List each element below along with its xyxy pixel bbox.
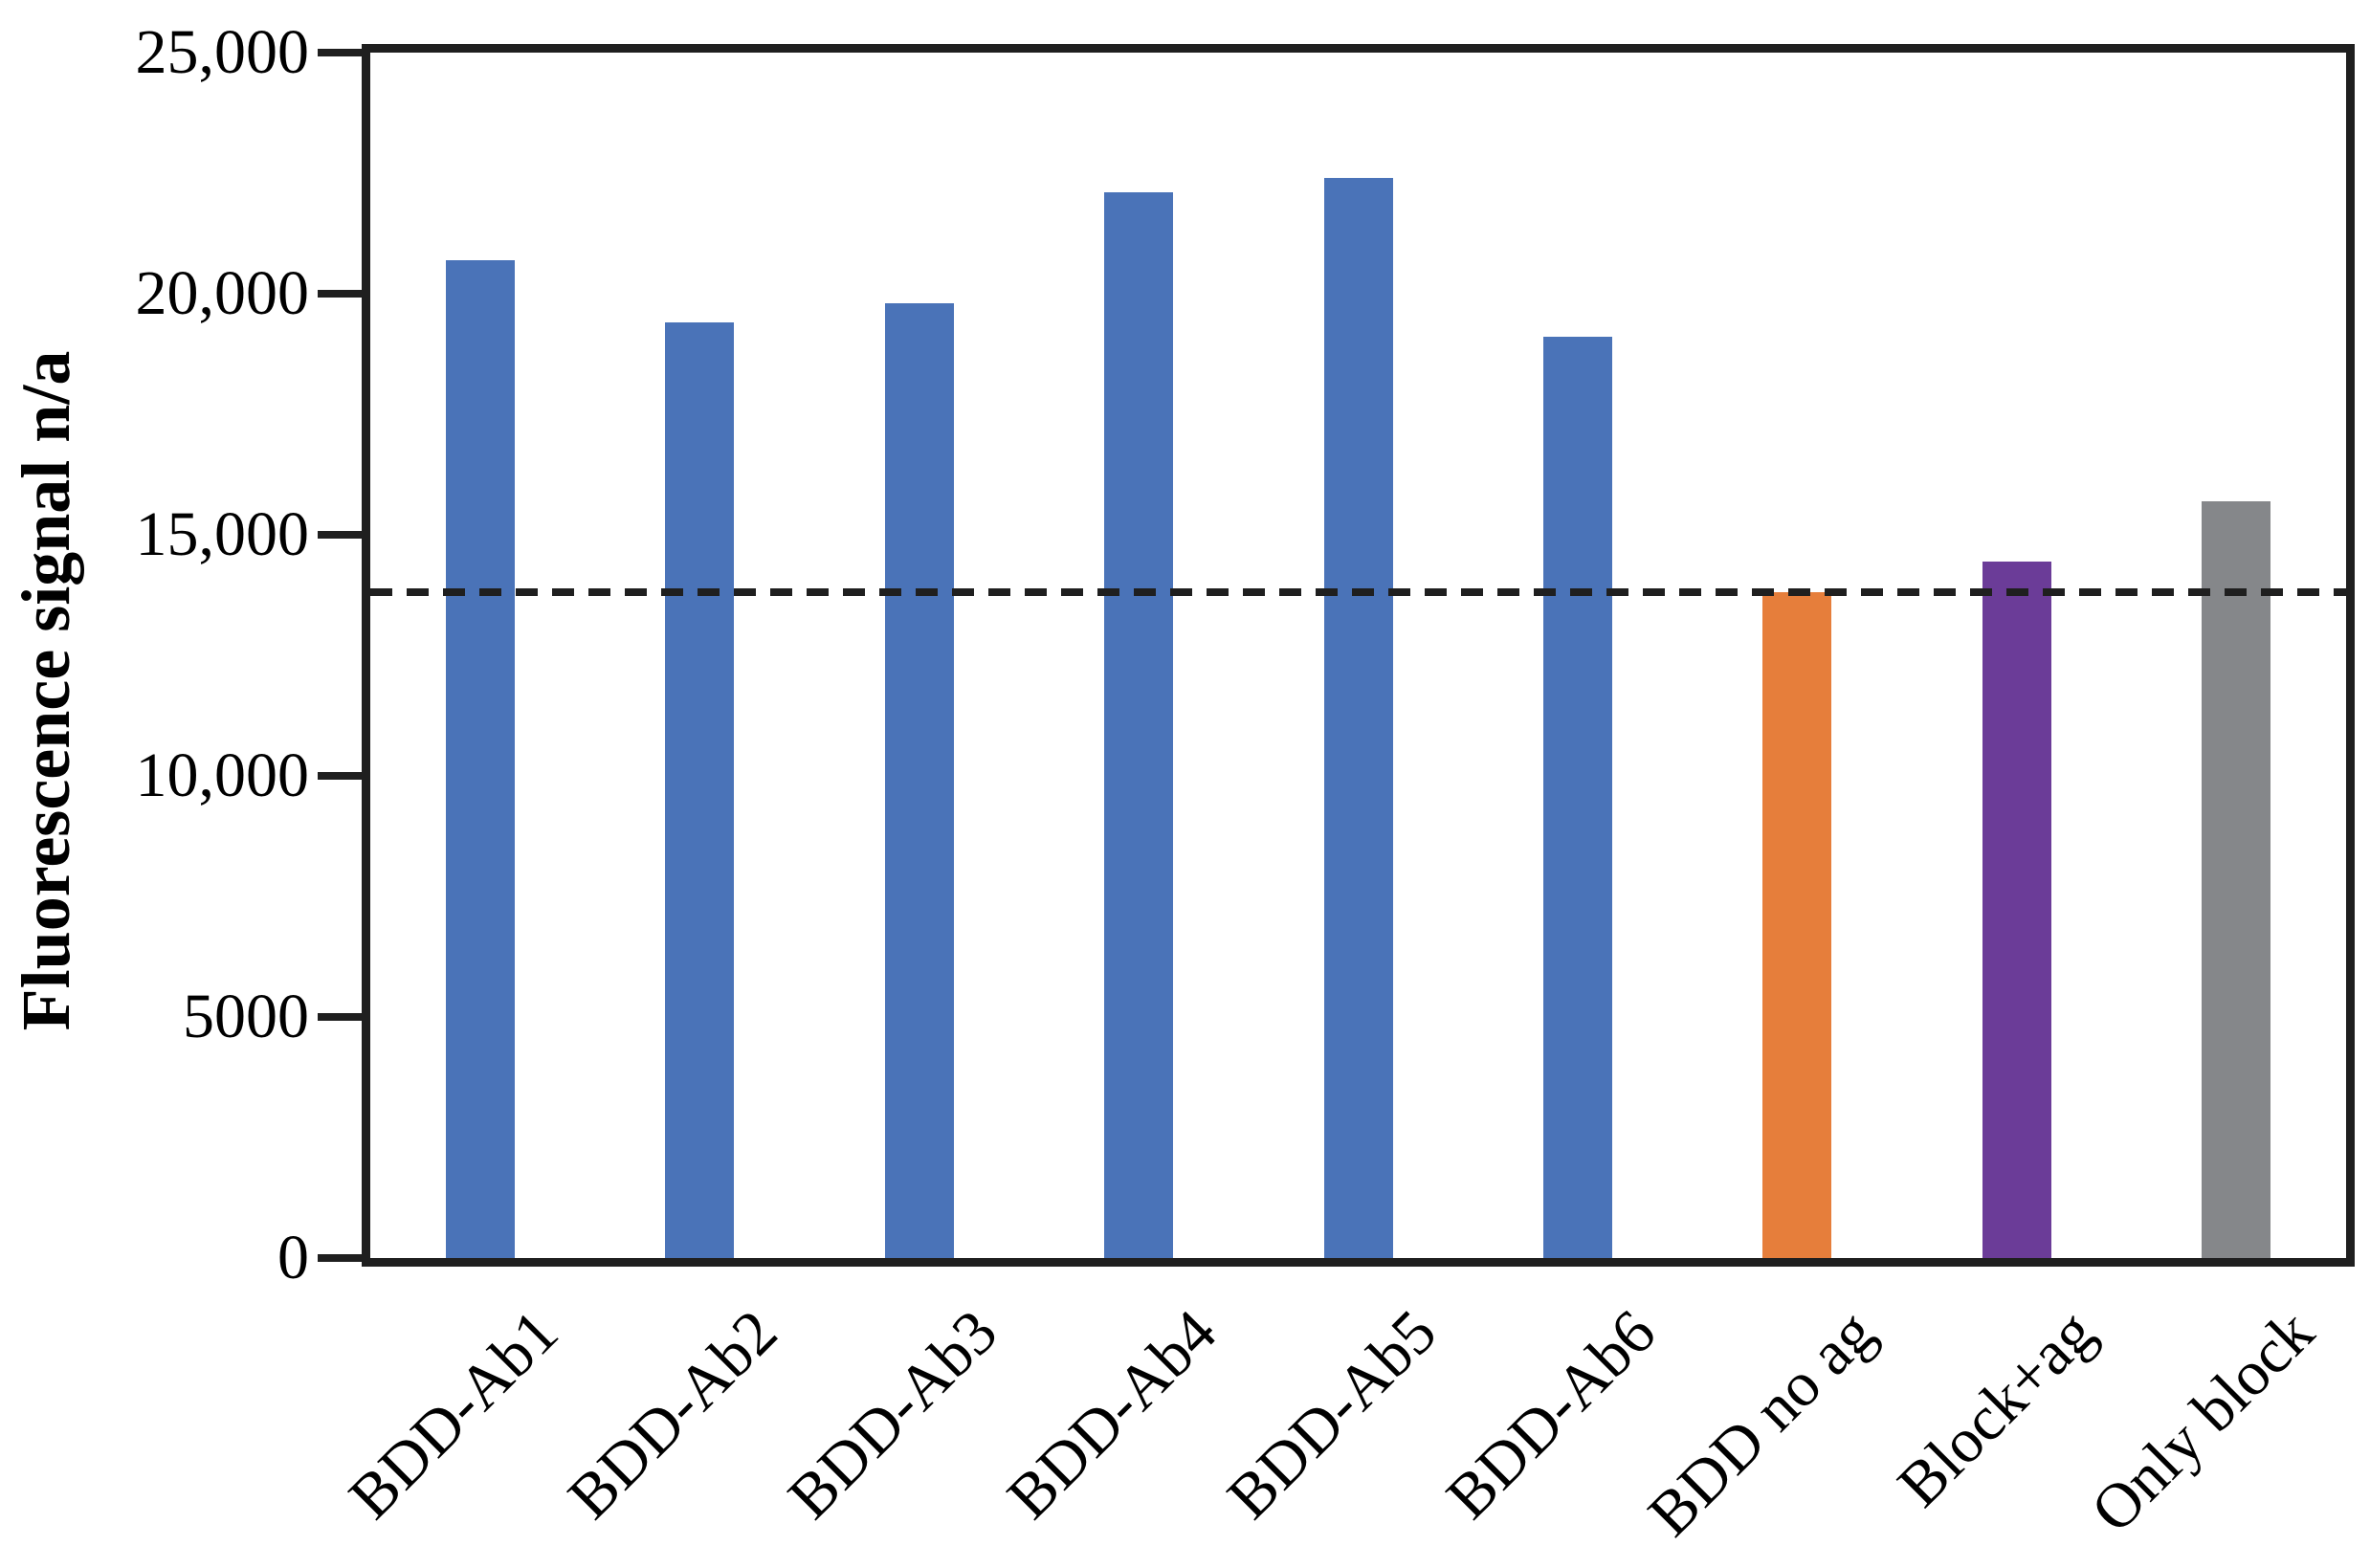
y-tick-label-25-000: 25,000	[135, 17, 310, 87]
reference-line	[370, 588, 2346, 597]
plot-area	[362, 44, 2355, 1267]
y-tick-mark-25-000	[318, 49, 362, 56]
bar-bdd-ab1	[445, 260, 515, 1258]
y-tick-mark-10-000	[318, 772, 362, 780]
y-tick-label-5000: 5000	[183, 982, 309, 1051]
y-tick-label-10-000: 10,000	[135, 740, 310, 810]
bar-block-ag	[1982, 562, 2051, 1258]
bar-bdd-no-ag	[1762, 592, 1832, 1258]
y-tick-mark-5000	[318, 1013, 362, 1021]
y-tick-label-15-000: 15,000	[135, 499, 310, 569]
bar-bdd-ab6	[1542, 337, 1612, 1258]
y-tick-mark-20-000	[318, 290, 362, 298]
y-tick-label-0: 0	[277, 1223, 309, 1292]
bar-bdd-ab5	[1323, 178, 1393, 1258]
y-axis-title: Fluorescence signal n/a	[8, 350, 84, 1031]
bar-bdd-ab2	[665, 322, 735, 1258]
y-tick-mark-15-000	[318, 531, 362, 539]
bar-bdd-ab3	[884, 303, 954, 1258]
bar-bdd-ab4	[1104, 192, 1174, 1258]
y-tick-mark-0	[318, 1254, 362, 1262]
y-tick-label-20-000: 20,000	[135, 258, 310, 328]
bar-only-block	[2202, 501, 2271, 1258]
x-label-bdd-ab1: BDD-Ab1	[335, 1296, 571, 1533]
